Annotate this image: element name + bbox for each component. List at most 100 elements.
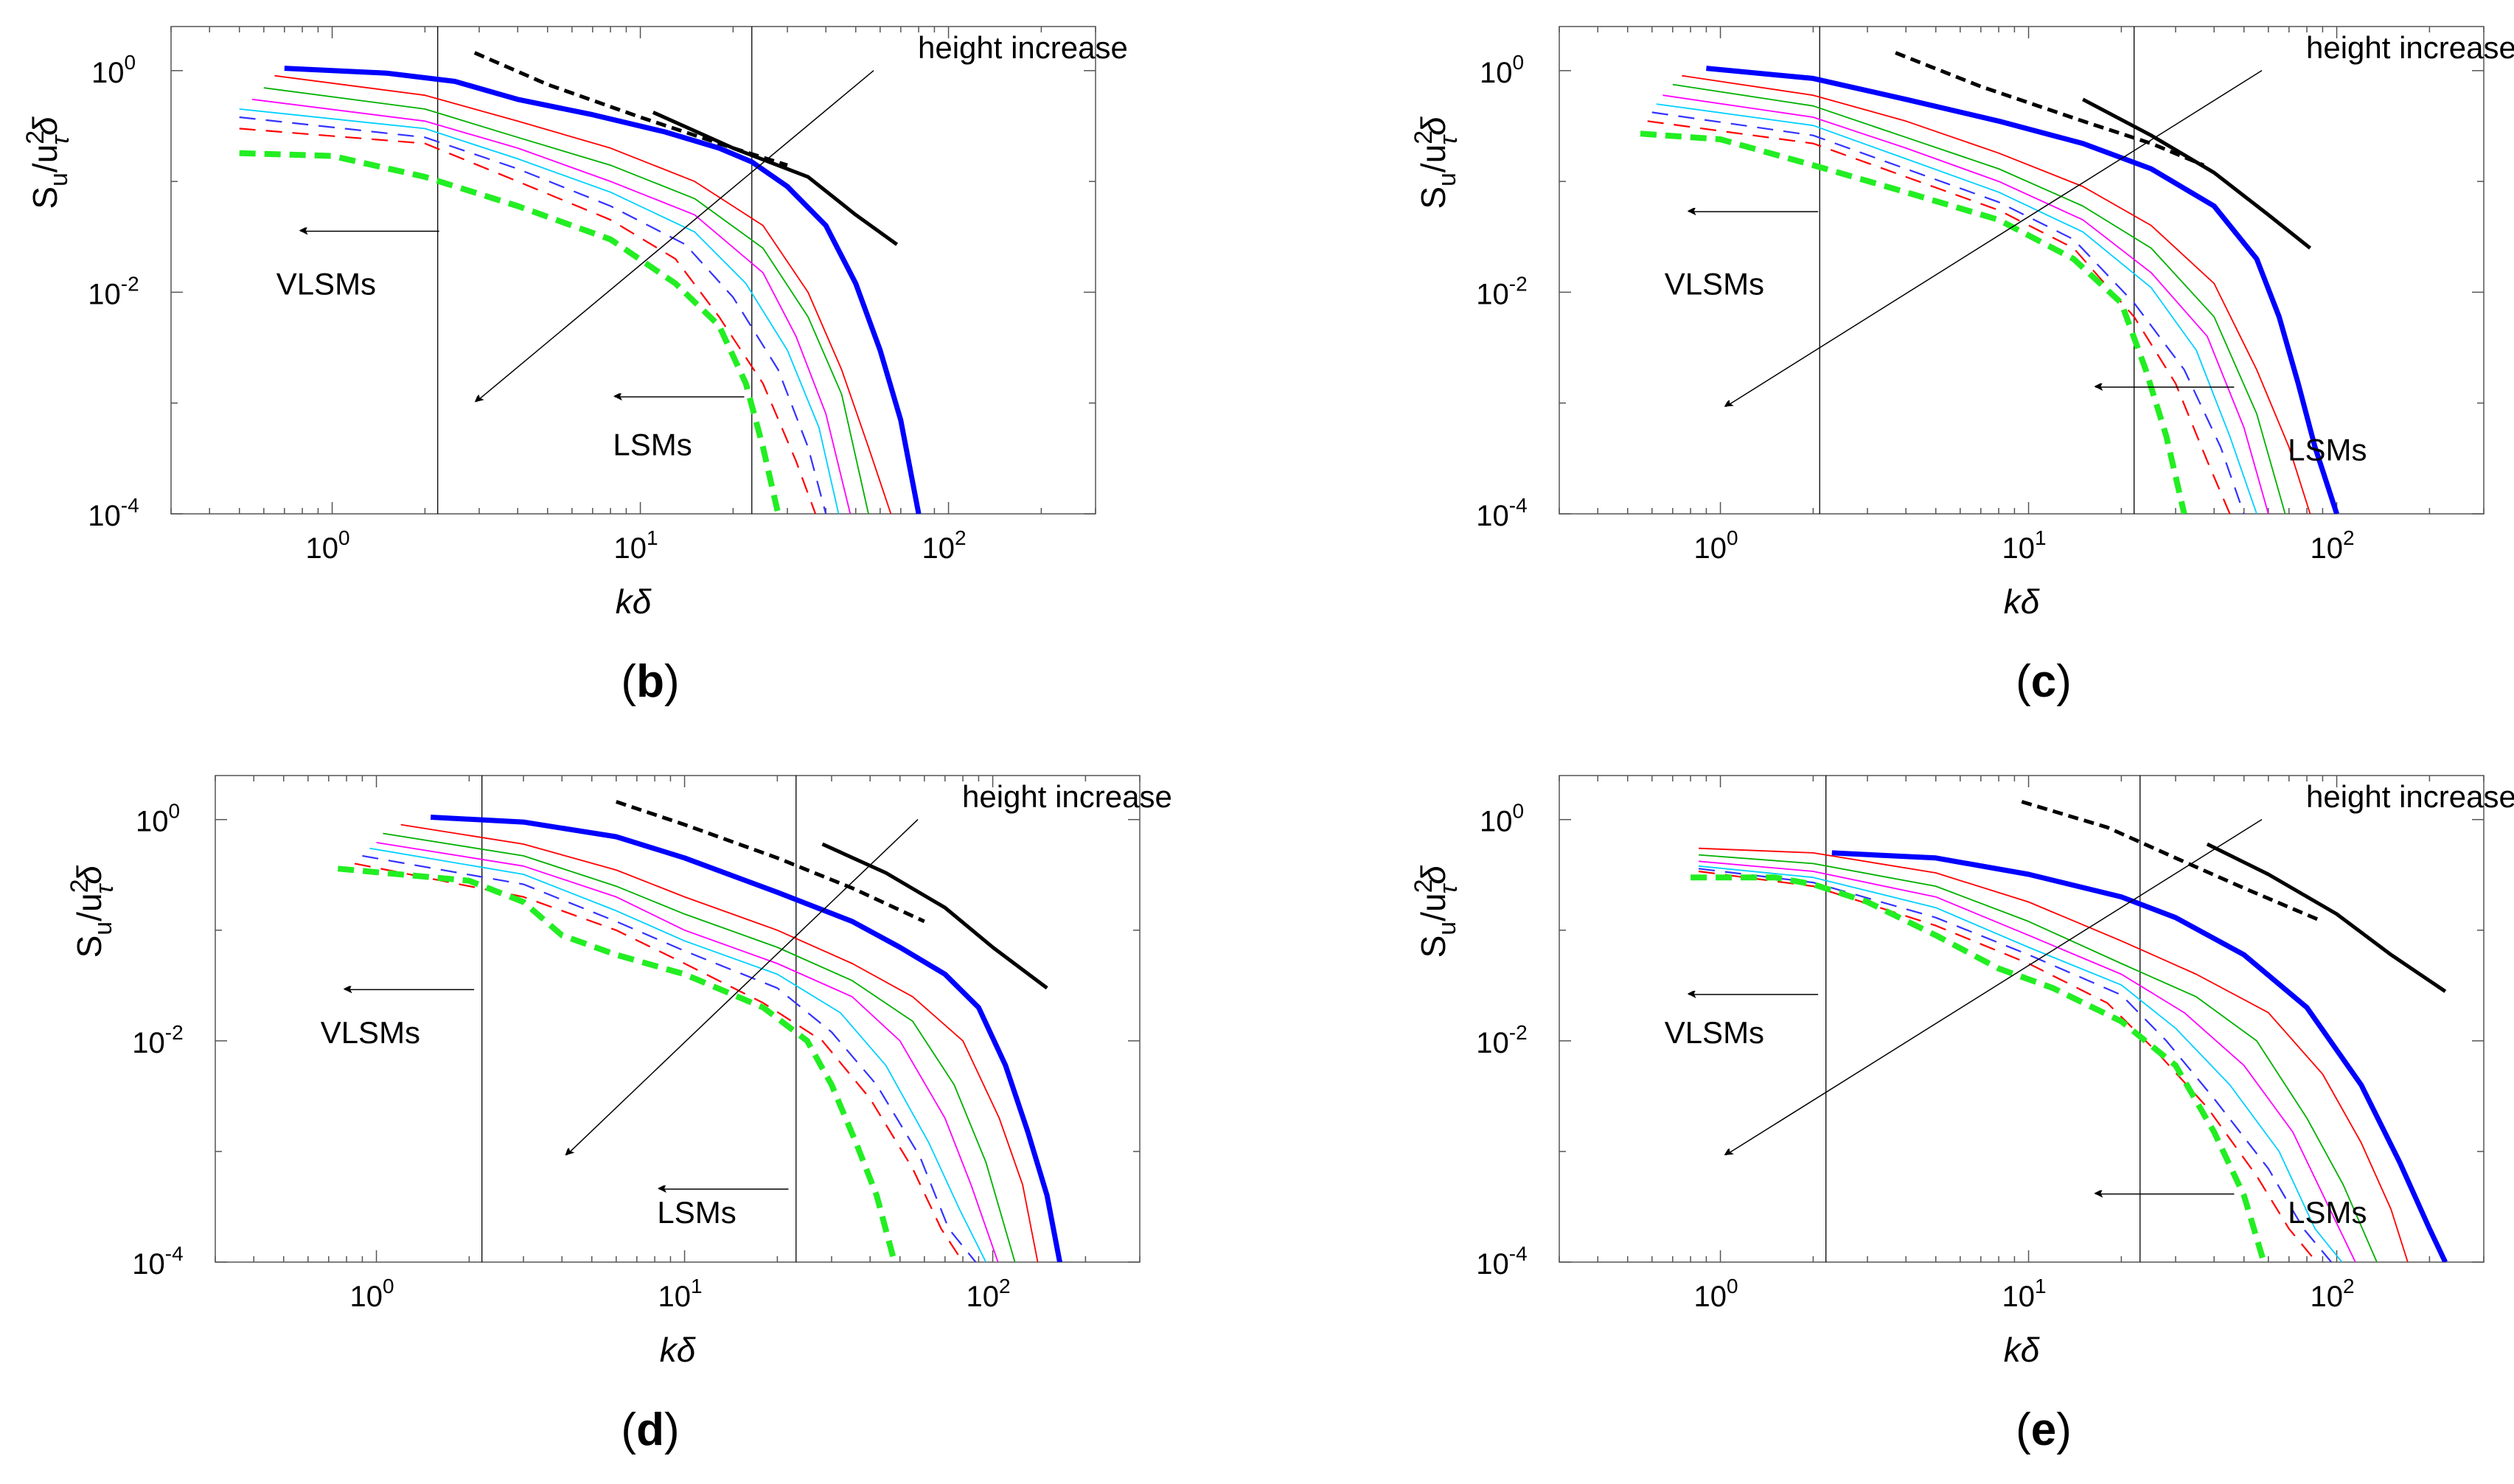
series-line-green (263, 87, 869, 514)
y-tick-label: 100 (1480, 51, 1524, 89)
plot-frame (170, 26, 1096, 515)
annotation-height-increase: height increase (918, 30, 1128, 65)
series-line-cyan (1656, 103, 2257, 514)
series-line-red-dash (239, 128, 817, 514)
y-tick-label: 10-2 (1476, 272, 1527, 310)
height-increase-arrow (1726, 70, 2263, 408)
series-line-lowest (239, 150, 781, 514)
series-line-magenta (1699, 860, 2356, 1262)
annotation-lsms: LSMs (657, 1195, 736, 1230)
x-tick-label: 101 (658, 1275, 703, 1313)
series-line-green (1699, 854, 2378, 1262)
series-line-ref-solid (652, 111, 899, 246)
x-tick-label: 101 (614, 526, 658, 565)
plot-frame (1559, 26, 2485, 515)
chart-panel-e: 100 101 102 100 10-2 10-4 kδ Su/u2τδ height incr… (1410, 775, 2514, 1455)
series-line-magenta (376, 842, 999, 1262)
panel-caption: (d) (621, 1404, 679, 1455)
series-line-ref-solid (2206, 842, 2447, 993)
series-line-red (1699, 847, 2409, 1262)
series-line-lowest (337, 865, 898, 1262)
height-increase-arrow (476, 70, 874, 403)
series-line-cyan (239, 108, 840, 514)
annotation-lsms: LSMs (613, 428, 692, 462)
y-tick-label: 100 (91, 51, 136, 89)
y-tick-label: 10-4 (88, 494, 139, 532)
chart-panel-d: 100 101 102 100 10-2 10-4 kδ Su/u2τδ height incr… (66, 775, 1172, 1455)
series-line-highest (431, 815, 1062, 1262)
chart-panel-c: 100 101 102 100 10-2 10-4 kδ Su/u2τδ height incr… (1410, 26, 2514, 707)
y-tick-label: 10-2 (132, 1021, 183, 1059)
annotation-lsms: LSMs (2288, 1195, 2367, 1230)
series-line-red (1682, 74, 2311, 514)
x-axis-label: kδ (616, 582, 652, 621)
y-tick-label: 100 (1480, 800, 1524, 838)
height-increase-arrow (567, 819, 919, 1155)
series-line-red-dash (1698, 870, 2318, 1262)
series-line-ref-dashed (616, 800, 925, 924)
series-line-highest (1831, 850, 2448, 1262)
series-line-blue-dash (239, 116, 827, 514)
annotation-height-increase: height increase (962, 779, 1172, 814)
x-tick-label: 102 (922, 526, 967, 565)
panel-caption: (c) (2016, 656, 2072, 707)
y-axis-label: Su/u2τδ (1410, 116, 1463, 209)
x-axis-label: kδ (660, 1331, 696, 1369)
annotation-vlsms: VLSMs (1665, 1015, 1764, 1050)
y-tick-label: 10-4 (1476, 494, 1527, 532)
annotation-height-increase: height increase (2306, 30, 2514, 65)
series-line-red (274, 74, 892, 514)
series-line-cyan (369, 847, 987, 1262)
x-axis-label: kδ (2004, 582, 2040, 621)
x-tick-label: 100 (1694, 526, 1738, 565)
series-line-cyan (1699, 865, 2343, 1262)
x-tick-label: 102 (967, 1275, 1011, 1313)
series-line-green (1672, 83, 2286, 514)
series-line-highest (1706, 66, 2339, 514)
plot-frame (1559, 775, 2485, 1263)
series-line-green (383, 832, 1016, 1262)
chart-panel-b: 100 101 102 100 10-2 10-4 kδ Su/u2τδ height incr… (21, 26, 1128, 707)
x-tick-label: 101 (2002, 1275, 2047, 1313)
height-increase-arrow (1726, 818, 2263, 1156)
series-line-ref-solid (821, 842, 1048, 990)
annotation-vlsms: VLSMs (1665, 267, 1764, 302)
series-line-lowest (1640, 130, 2187, 514)
x-tick-label: 101 (2002, 526, 2047, 565)
annotation-vlsms: VLSMs (276, 267, 376, 302)
x-axis-label: kδ (2004, 1331, 2040, 1369)
series-line-ref-dashed (2021, 800, 2324, 924)
series-line-red-dash (1647, 120, 2231, 514)
y-axis-label: Su/u2τδ (21, 116, 74, 209)
series-line-magenta (251, 98, 852, 514)
x-tick-label: 100 (1694, 1275, 1738, 1313)
y-tick-label: 10-2 (1476, 1021, 1527, 1059)
plot-frame (215, 775, 1141, 1263)
y-axis-label: Su/u2τδ (66, 865, 119, 958)
panel-caption: (e) (2016, 1404, 2072, 1455)
x-tick-label: 100 (350, 1275, 394, 1313)
y-axis-label: Su/u2τδ (1410, 865, 1463, 958)
panel-caption: (b) (621, 656, 679, 707)
series-line-highest (284, 66, 922, 514)
x-tick-label: 100 (306, 526, 350, 565)
y-tick-label: 10-4 (1476, 1242, 1527, 1281)
series-line-red-dash (354, 863, 964, 1262)
series-line-ref-dashed (473, 51, 788, 167)
series-line-blue-dash (362, 854, 977, 1262)
y-tick-label: 10-2 (88, 272, 139, 310)
series-line-ref-solid (2082, 97, 2312, 250)
series-line-red (400, 823, 1039, 1262)
annotation-lsms: LSMs (2288, 432, 2367, 467)
y-tick-label: 100 (136, 800, 180, 838)
series-line-blue-dash (1651, 111, 2245, 514)
series-line-magenta (1662, 94, 2269, 514)
annotation-vlsms: VLSMs (321, 1015, 420, 1050)
y-tick-label: 10-4 (132, 1242, 183, 1281)
annotation-height-increase: height increase (2306, 779, 2514, 814)
series-line-blue-dash (1698, 868, 2333, 1262)
x-tick-label: 102 (2311, 526, 2355, 565)
series-line-lowest (1690, 874, 2267, 1262)
x-tick-label: 102 (2311, 1275, 2355, 1313)
